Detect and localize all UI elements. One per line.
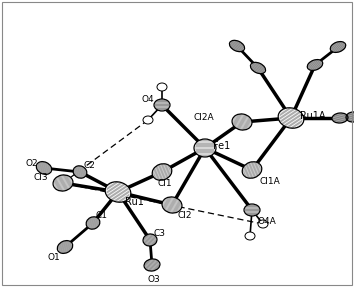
Ellipse shape (157, 83, 167, 91)
Ellipse shape (346, 112, 354, 122)
Ellipse shape (143, 234, 157, 246)
Text: C1: C1 (96, 212, 108, 220)
Text: Fe1: Fe1 (213, 141, 230, 151)
Ellipse shape (86, 217, 100, 229)
Ellipse shape (232, 114, 252, 130)
Ellipse shape (330, 42, 346, 53)
Ellipse shape (244, 204, 260, 216)
Text: Cl2: Cl2 (178, 210, 193, 220)
Ellipse shape (307, 60, 323, 70)
Text: O4: O4 (142, 96, 155, 104)
Text: Cl2A: Cl2A (194, 113, 215, 121)
Text: O2: O2 (26, 158, 39, 168)
Ellipse shape (162, 197, 182, 213)
Text: Ru1: Ru1 (125, 197, 144, 207)
Ellipse shape (258, 220, 268, 228)
Ellipse shape (278, 108, 304, 128)
Text: C2: C2 (83, 160, 95, 170)
Ellipse shape (194, 139, 216, 157)
Ellipse shape (154, 99, 170, 111)
Ellipse shape (53, 175, 73, 191)
Text: C3: C3 (154, 228, 166, 238)
Text: Ru1A: Ru1A (300, 111, 325, 121)
Text: Cl3: Cl3 (33, 174, 48, 183)
Ellipse shape (242, 162, 262, 178)
Ellipse shape (144, 259, 160, 271)
Text: Cl1: Cl1 (157, 179, 172, 189)
Ellipse shape (57, 241, 73, 253)
Ellipse shape (36, 162, 52, 174)
Ellipse shape (250, 62, 266, 74)
Ellipse shape (229, 40, 245, 52)
Ellipse shape (105, 182, 131, 202)
Ellipse shape (73, 166, 87, 178)
Ellipse shape (245, 232, 255, 240)
Ellipse shape (152, 164, 172, 180)
Text: O3: O3 (148, 274, 161, 284)
Ellipse shape (143, 116, 153, 124)
Text: O1: O1 (47, 253, 60, 261)
Text: Cl1A: Cl1A (259, 177, 280, 187)
Ellipse shape (332, 113, 348, 123)
Text: O4A: O4A (258, 218, 277, 226)
